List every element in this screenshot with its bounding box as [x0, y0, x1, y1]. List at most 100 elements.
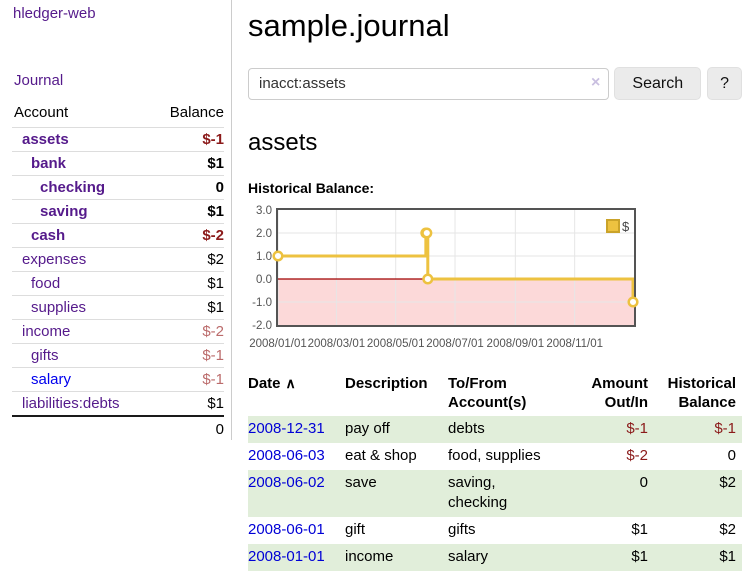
register-row: 2008-06-01 gift gifts $1 $2: [248, 517, 742, 544]
register-date-link[interactable]: 2008-06-03: [248, 447, 325, 464]
sidebar-account-balance: $1: [207, 275, 224, 292]
register-row: 2008-12-31 pay off debts $-1 $-1: [248, 416, 742, 443]
register-description-cell: income: [345, 548, 394, 565]
register-account-cell: saving, checking: [448, 474, 508, 511]
register-col-amount: Amount Out/In: [591, 375, 648, 411]
sidebar-accounts-table: Account Balance assets $-1 bank $1 checking 0…: [12, 102, 224, 442]
sidebar-account-balance: $1: [207, 155, 224, 172]
accounts-total-row: 0: [12, 415, 224, 442]
account-heading: assets: [248, 129, 318, 156]
register-table: Date ∧ Description To/From Account(s) Amo…: [248, 372, 742, 571]
sidebar-account-link[interactable]: checking: [40, 179, 106, 196]
accounts-table-header: Account Balance: [12, 102, 224, 127]
sidebar-item-journal[interactable]: Journal: [14, 72, 64, 89]
register-amount-cell: $1: [631, 548, 648, 565]
sidebar-account-link[interactable]: assets: [22, 131, 69, 148]
sidebar-account-link[interactable]: saving: [40, 203, 88, 220]
sidebar-account-link[interactable]: cash: [31, 227, 66, 244]
chart-title: Historical Balance:: [248, 180, 375, 196]
sidebar-account-row: food $1: [12, 271, 224, 295]
sidebar-accounts-body: assets $-1 bank $1 checking 0 saving $1 cash $-2 e…: [12, 127, 224, 415]
register-date-cell: 2008-06-01: [248, 517, 345, 544]
y-tick-label: -2.0: [252, 320, 272, 332]
sidebar-account-link[interactable]: food: [31, 275, 61, 292]
register-date-link[interactable]: 2008-06-01: [248, 521, 325, 538]
sidebar-account-balance: $-2: [202, 227, 224, 244]
register-amount-cell: $-2: [626, 447, 648, 464]
sort-asc-icon: ∧: [285, 375, 296, 391]
plot-border: [276, 208, 636, 327]
sidebar-account-link[interactable]: liabilities:debts: [22, 395, 120, 412]
register-description-cell: eat & shop: [345, 447, 417, 464]
sidebar-account-balance: $1: [207, 299, 224, 316]
register-account-cell: salary: [448, 548, 489, 565]
sidebar-account-balance: $-1: [202, 131, 224, 148]
sidebar-account-link[interactable]: salary: [31, 371, 72, 388]
app-title-link[interactable]: hledger-web: [13, 5, 96, 22]
register-row: 2008-01-01 income salary $1 $1: [248, 544, 742, 571]
register-amount-cell: $-1: [626, 420, 648, 437]
sidebar-account-link[interactable]: expenses: [22, 251, 87, 268]
sidebar-account-row: assets $-1: [12, 127, 224, 151]
sidebar-account-link[interactable]: income: [22, 323, 71, 340]
x-tick-label: 2008/09/01: [487, 338, 545, 350]
historical-balance-chart: $3.0 2.0 1.0 0.0 -1.0 -2.0 2008/01/01 2008/03/0…: [249, 205, 639, 350]
sidebar-account-row: salary $-1: [12, 367, 224, 391]
register-date-link[interactable]: 2008-12-31: [248, 420, 325, 437]
accounts-col-account: Account: [14, 104, 69, 121]
register-date-cell: 2008-12-31: [248, 416, 345, 443]
register-balance-cell: 0: [727, 447, 736, 464]
register-date-link[interactable]: 2008-06-02: [248, 474, 325, 491]
sidebar-account-row: supplies $1: [12, 295, 224, 319]
register-balance-cell: $1: [719, 548, 736, 565]
sidebar-account-row: gifts $-1: [12, 343, 224, 367]
search-form: × Search ?: [248, 67, 742, 100]
register-description-cell: gift: [345, 521, 366, 538]
register-col-balance: Historical Balance: [667, 375, 736, 411]
sidebar-account-link[interactable]: gifts: [31, 347, 59, 364]
register-balance-cell: $-1: [714, 420, 736, 437]
x-tick-label: 2008/01/01: [249, 338, 307, 350]
sidebar-account-balance: $1: [207, 203, 224, 220]
register-date-link[interactable]: 2008-01-01: [248, 548, 325, 565]
register-balance-cell: $2: [719, 474, 736, 491]
register-description-cell: pay off: [345, 420, 390, 437]
clear-search-icon[interactable]: ×: [591, 73, 601, 91]
y-tick-label: -1.0: [252, 297, 272, 309]
register-header-row: Date ∧ Description To/From Account(s) Amo…: [248, 372, 742, 416]
data-point-marker: [272, 250, 284, 262]
register-account-cell: food, supplies: [448, 447, 541, 464]
help-button[interactable]: ?: [707, 67, 742, 100]
register-col-date[interactable]: Date ∧: [248, 375, 296, 392]
register-balance-cell: $2: [719, 521, 736, 538]
register-col-account: To/From Account(s): [448, 375, 527, 411]
search-input[interactable]: [248, 67, 610, 100]
sidebar-account-balance: 0: [215, 179, 224, 196]
register-body: 2008-12-31 pay off debts $-1 $-1 2008-06-03 ea…: [248, 416, 742, 571]
data-point-marker: [627, 296, 639, 308]
sidebar-account-link[interactable]: supplies: [31, 299, 87, 316]
sidebar-account-balance: $1: [207, 395, 224, 412]
register-description-cell: save: [345, 474, 377, 491]
search-button[interactable]: Search: [614, 67, 702, 100]
accounts-col-balance: Balance: [169, 104, 224, 121]
sidebar-account-row: expenses $2: [12, 247, 224, 271]
x-tick-label: 2008/07/01: [426, 338, 484, 350]
sidebar: hledger-web Journal Account Balance asse…: [0, 0, 232, 440]
register-col-description: Description: [345, 375, 428, 392]
register-amount-cell: 0: [639, 474, 648, 491]
sidebar-account-row: saving $1: [12, 199, 224, 223]
legend-label: $: [622, 219, 630, 234]
register-amount-cell: $1: [631, 521, 648, 538]
legend-swatch: [606, 219, 620, 233]
sidebar-account-row: cash $-2: [12, 223, 224, 247]
search-box: ×: [248, 67, 610, 100]
sidebar-account-row: bank $1: [12, 151, 224, 175]
sidebar-account-link[interactable]: bank: [31, 155, 67, 172]
accounts-total-value: 0: [215, 421, 224, 438]
x-tick-label: 2008/05/01: [367, 338, 425, 350]
y-tick-label: 0.0: [256, 274, 272, 286]
sidebar-account-balance: $2: [207, 251, 224, 268]
register-row: 2008-06-02 save saving, checking 0 $2: [248, 470, 742, 517]
register-account-cell: gifts: [448, 521, 476, 538]
